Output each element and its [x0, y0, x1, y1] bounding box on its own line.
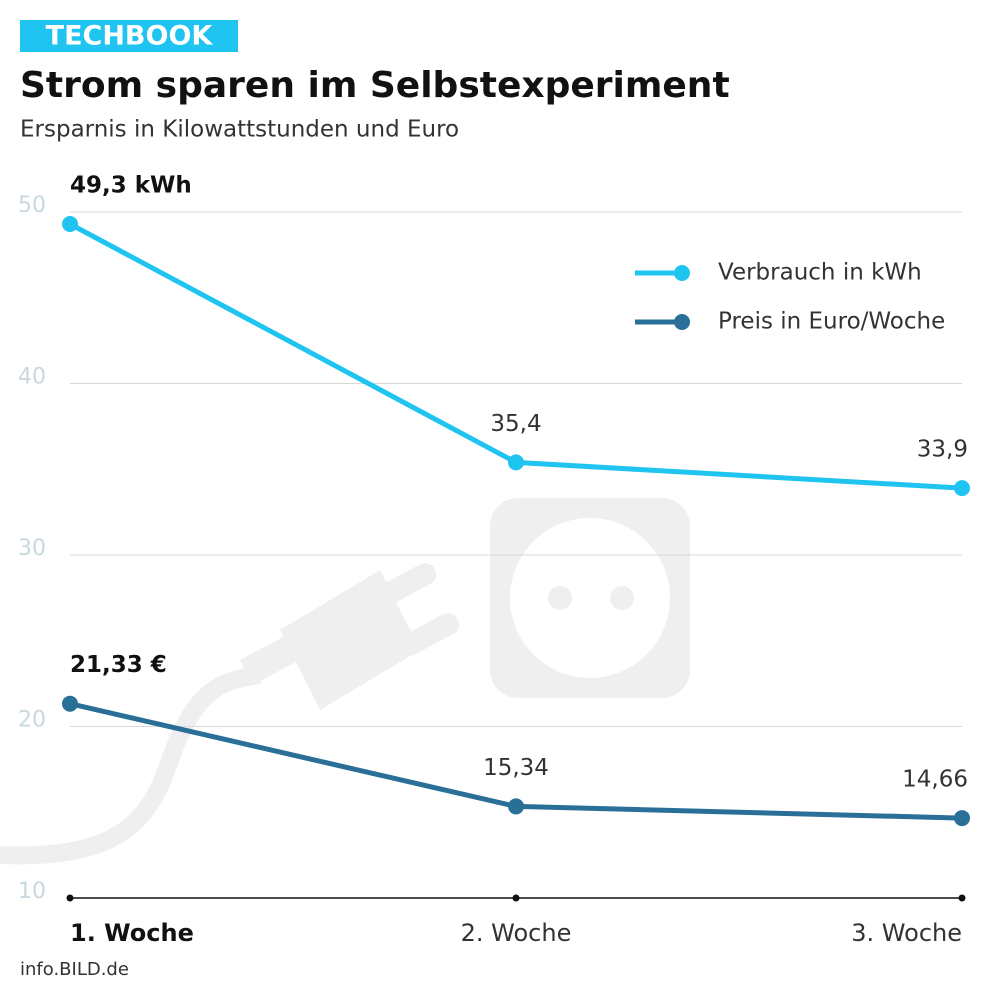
- data-label: 14,66: [902, 767, 968, 793]
- data-point: [954, 810, 970, 827]
- legend-marker: [674, 265, 690, 281]
- background-icon: [0, 498, 690, 865]
- data-point: [62, 695, 78, 712]
- y-tick-label: 20: [18, 708, 46, 733]
- x-tick-label: 1. Woche: [70, 919, 194, 947]
- source: info.BILD.de: [20, 959, 129, 980]
- y-tick-label: 40: [18, 365, 46, 390]
- data-point: [508, 454, 524, 471]
- data-point: [508, 798, 524, 815]
- y-tick-label: 30: [18, 536, 46, 561]
- data-point: [954, 480, 970, 497]
- legend-marker: [674, 314, 690, 330]
- y-tick-label: 50: [18, 193, 46, 218]
- data-label: 35,4: [490, 411, 541, 437]
- data-label: 15,34: [483, 755, 549, 781]
- data-label: 33,9: [917, 437, 968, 463]
- x-tick-label: 2. Woche: [461, 919, 572, 947]
- x-tick: [66, 894, 74, 902]
- data-label: 49,3 kWh: [70, 173, 192, 199]
- brand: TECHBOOK: [46, 21, 214, 52]
- legend-label: Preis in Euro/Woche: [718, 309, 945, 335]
- legend-label: Verbrauch in kWh: [718, 260, 922, 286]
- brand-badge: [20, 20, 238, 52]
- x-tick-label: 3. Woche: [851, 919, 962, 947]
- data-label: 21,33 €: [70, 652, 167, 678]
- chart-subtitle: Ersparnis in Kilowattstunden und Euro: [20, 117, 459, 143]
- y-tick-label: 10: [18, 879, 46, 904]
- chart-title: Strom sparen im Selbstexperiment: [20, 65, 730, 106]
- x-tick: [512, 894, 520, 902]
- x-tick: [958, 894, 966, 902]
- data-point: [62, 216, 78, 233]
